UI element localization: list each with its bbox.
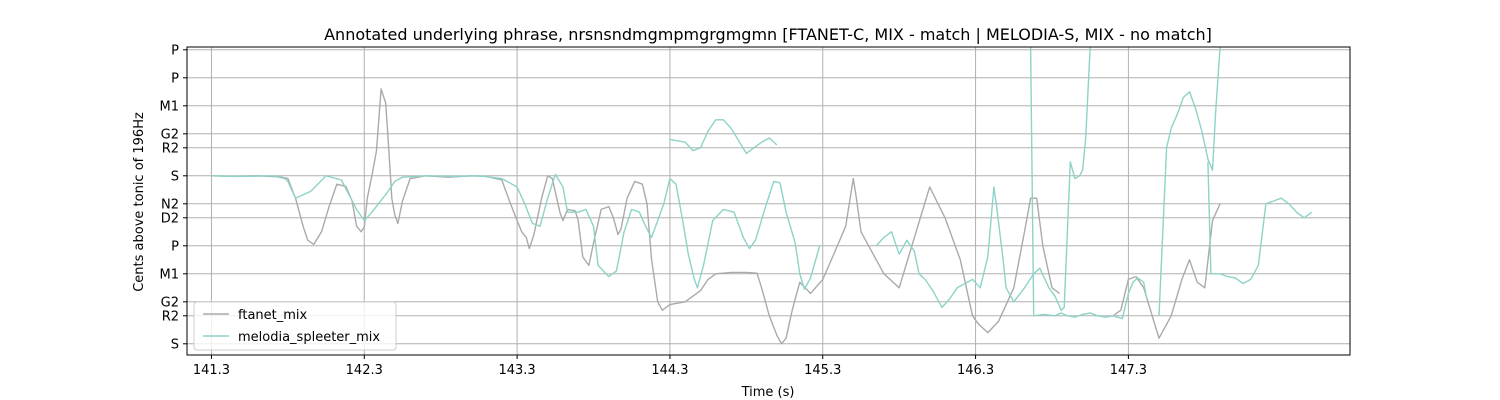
x-axis-ticks: 141.3 142.3 143.3 144.3 145.3 146.3 147.3 bbox=[193, 355, 1147, 378]
legend: ftanet_mix melodia_spleeter_mix bbox=[193, 301, 397, 351]
y-tick-label: R2 bbox=[162, 141, 179, 156]
y-tick-label: G2 bbox=[161, 127, 179, 142]
x-tick-label: 147.3 bbox=[1110, 363, 1147, 378]
y-axis-label: Cents above tonic of 196Hz bbox=[132, 112, 147, 292]
y-tick-label: P bbox=[171, 71, 179, 86]
legend-label-ftanet: ftanet_mix bbox=[238, 308, 308, 323]
ftanet-mix-line bbox=[211, 88, 1061, 345]
x-axis-label: Time (s) bbox=[741, 385, 795, 400]
y-tick-label: S bbox=[171, 337, 179, 352]
series-lines bbox=[211, 46, 1313, 345]
y-tick-label: P bbox=[171, 239, 179, 254]
x-tick-label: 143.3 bbox=[498, 363, 535, 378]
melodia-spleeter-mix-line bbox=[669, 119, 778, 155]
melodia-spleeter-mix-line bbox=[1207, 161, 1313, 285]
y-tick-label: D2 bbox=[161, 211, 179, 226]
melodia-spleeter-mix-line bbox=[1029, 46, 1148, 320]
ftanet-mix-line bbox=[1112, 203, 1221, 339]
legend-box bbox=[193, 301, 397, 351]
x-tick-label: 142.3 bbox=[346, 363, 383, 378]
y-tick-label: M1 bbox=[160, 99, 180, 114]
x-tick-label: 144.3 bbox=[651, 363, 688, 378]
melodia-spleeter-mix-line bbox=[875, 46, 1091, 311]
y-tick-label: M1 bbox=[160, 267, 180, 282]
melodia-spleeter-mix-line bbox=[211, 173, 821, 290]
y-tick-label: N2 bbox=[161, 197, 179, 212]
grid-lines bbox=[187, 47, 1350, 355]
y-tick-label: S bbox=[171, 169, 179, 184]
y-tick-label: G2 bbox=[161, 295, 179, 310]
y-tick-label: R2 bbox=[162, 309, 179, 324]
x-tick-label: 141.3 bbox=[193, 363, 230, 378]
chart-title: Annotated underlying phrase, nrsnsndmgmp… bbox=[324, 25, 1212, 44]
melodia-spleeter-mix-line bbox=[1158, 46, 1221, 316]
legend-label-melodia: melodia_spleeter_mix bbox=[238, 330, 380, 345]
x-tick-label: 145.3 bbox=[804, 363, 841, 378]
y-tick-label: P bbox=[171, 43, 179, 58]
plot-frame bbox=[186, 46, 1351, 356]
x-tick-label: 146.3 bbox=[957, 363, 994, 378]
